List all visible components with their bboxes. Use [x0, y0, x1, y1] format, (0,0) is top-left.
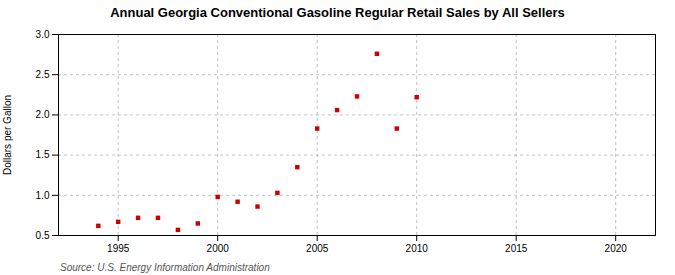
svg-text:2.0: 2.0 [36, 109, 50, 120]
svg-text:2020: 2020 [605, 243, 628, 254]
svg-text:2010: 2010 [406, 243, 429, 254]
svg-text:2000: 2000 [207, 243, 230, 254]
svg-text:0.5: 0.5 [36, 230, 50, 241]
html-text:Annual Georgia Conventional Ga: Annual Georgia Conventional Gasoline Reg… [110, 5, 565, 20]
svg-text:2.5: 2.5 [36, 69, 50, 80]
svg-text:Dollars per Gallon: Dollars per Gallon [2, 95, 13, 175]
svg-text:1.5: 1.5 [36, 149, 50, 160]
svg-text:1995: 1995 [107, 243, 130, 254]
svg-text:2005: 2005 [306, 243, 329, 254]
svg-text:3.0: 3.0 [36, 29, 50, 40]
svg-text:1.0: 1.0 [36, 190, 50, 201]
html-text:Source: U.S. Energy Informatio: Source: U.S. Energy Information Administ… [60, 262, 270, 273]
svg-text:2015: 2015 [505, 243, 528, 254]
